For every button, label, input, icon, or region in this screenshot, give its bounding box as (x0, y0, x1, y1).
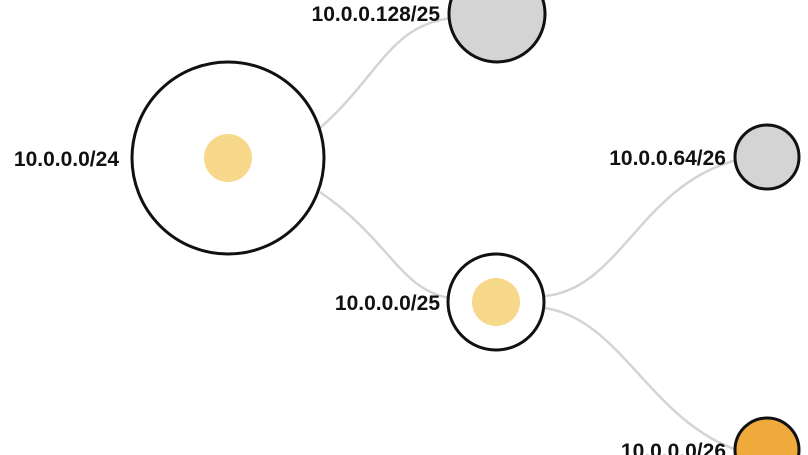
edge-0-25-to-64 (543, 158, 738, 298)
node-label: 10.0.0.0/24 (14, 148, 119, 171)
node-inner-dot (204, 134, 252, 182)
node-inner-dot (472, 278, 520, 326)
node-label: 10.0.0.64/26 (609, 147, 726, 170)
node-10-0-0-128-25[interactable]: 10.0.0.128/25 (312, 0, 547, 64)
node-label: 10.0.0.128/25 (312, 3, 441, 26)
node-leaf-circle[interactable] (733, 123, 801, 191)
node-10-0-0-0-25[interactable]: 10.0.0.0/25 (335, 252, 546, 352)
node-leaf-circle[interactable] (447, 0, 547, 64)
edge-root-to-128 (319, 16, 453, 129)
node-10-0-0-64-26[interactable]: 10.0.0.64/26 (609, 123, 801, 191)
node-10-0-0-0-26[interactable]: 10.0.0.0/26 (621, 416, 801, 455)
edge-0-25-to-0-26 (543, 306, 738, 452)
edge-root-to-0-25 (319, 190, 451, 300)
node-10-0-0-0-24[interactable]: 10.0.0.0/24 (14, 60, 326, 256)
node-label: 10.0.0.0/26 (621, 440, 726, 455)
node-label: 10.0.0.0/25 (335, 292, 440, 315)
node-leaf-circle-selected[interactable] (733, 416, 801, 455)
